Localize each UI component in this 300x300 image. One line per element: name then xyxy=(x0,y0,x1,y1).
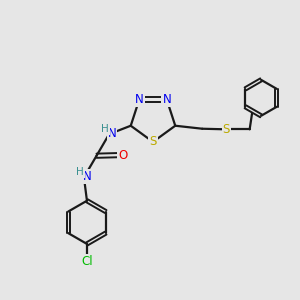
Text: N: N xyxy=(135,93,144,106)
Text: S: S xyxy=(149,135,157,148)
Text: H: H xyxy=(76,167,84,177)
Text: N: N xyxy=(162,93,171,106)
Text: S: S xyxy=(223,123,230,136)
Text: N: N xyxy=(82,170,91,183)
Text: Cl: Cl xyxy=(81,255,93,268)
Text: N: N xyxy=(108,127,116,140)
Text: O: O xyxy=(118,148,127,162)
Text: H: H xyxy=(101,124,109,134)
